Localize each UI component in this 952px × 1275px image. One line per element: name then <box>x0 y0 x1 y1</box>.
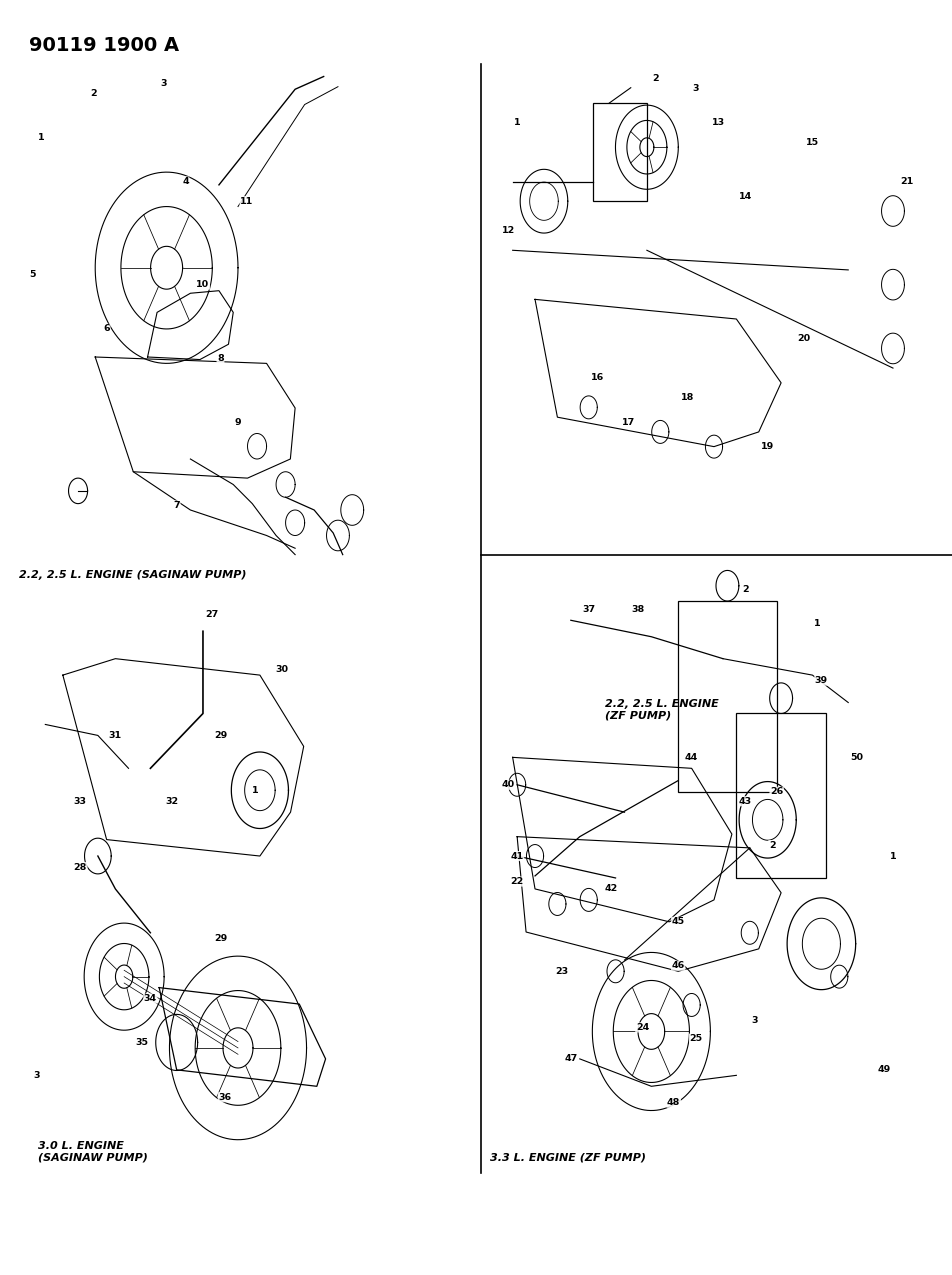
Text: 3.3 L. ENGINE (ZF PUMP): 3.3 L. ENGINE (ZF PUMP) <box>490 1153 646 1163</box>
Text: 20: 20 <box>797 334 810 343</box>
Text: 2: 2 <box>652 74 659 83</box>
Text: 35: 35 <box>135 1038 149 1047</box>
Text: 3: 3 <box>160 79 167 88</box>
Text: 2: 2 <box>742 585 748 594</box>
Text: 45: 45 <box>672 917 684 927</box>
Text: 12: 12 <box>502 226 515 235</box>
Text: 17: 17 <box>623 418 636 427</box>
Text: 3: 3 <box>33 1071 40 1080</box>
Text: 2: 2 <box>90 89 97 98</box>
Text: 23: 23 <box>555 966 568 975</box>
Text: 14: 14 <box>739 191 752 200</box>
Text: 10: 10 <box>196 280 209 289</box>
Text: 31: 31 <box>109 731 122 739</box>
Text: 19: 19 <box>761 442 774 451</box>
Text: 47: 47 <box>565 1054 578 1063</box>
Text: 29: 29 <box>214 731 228 739</box>
Text: 9: 9 <box>235 418 241 427</box>
Text: 34: 34 <box>144 994 157 1003</box>
Text: 1: 1 <box>514 119 521 128</box>
Text: 46: 46 <box>671 961 684 970</box>
Text: 4: 4 <box>182 177 188 186</box>
Text: 29: 29 <box>214 933 228 942</box>
Text: 44: 44 <box>685 752 698 762</box>
Text: 13: 13 <box>712 119 725 128</box>
Text: 43: 43 <box>739 797 752 806</box>
Text: 3: 3 <box>751 1016 758 1025</box>
Text: 33: 33 <box>74 797 87 806</box>
Text: 16: 16 <box>591 374 605 382</box>
Text: 7: 7 <box>173 501 180 510</box>
Text: 3: 3 <box>693 84 700 93</box>
Text: 26: 26 <box>770 787 783 797</box>
Text: 42: 42 <box>605 885 618 894</box>
Text: 2.2, 2.5 L. ENGINE (SAGINAW PUMP): 2.2, 2.5 L. ENGINE (SAGINAW PUMP) <box>19 570 247 580</box>
Text: 5: 5 <box>29 270 35 279</box>
Text: 49: 49 <box>878 1066 891 1075</box>
Text: 39: 39 <box>815 676 828 685</box>
Bar <box>593 103 647 201</box>
Text: 11: 11 <box>240 196 253 205</box>
Text: 50: 50 <box>851 752 863 762</box>
Text: 41: 41 <box>510 852 524 861</box>
Text: 37: 37 <box>583 604 595 613</box>
Text: 21: 21 <box>900 177 913 186</box>
Bar <box>737 714 825 878</box>
Text: 1: 1 <box>814 618 821 629</box>
Text: 36: 36 <box>218 1093 231 1102</box>
Text: 28: 28 <box>73 862 87 872</box>
Text: 3.0 L. ENGINE
(SAGINAW PUMP): 3.0 L. ENGINE (SAGINAW PUMP) <box>38 1141 148 1163</box>
Text: 2: 2 <box>769 840 776 849</box>
Text: 24: 24 <box>636 1023 649 1031</box>
Text: 1: 1 <box>890 852 896 861</box>
Text: 8: 8 <box>217 353 224 363</box>
Text: 22: 22 <box>510 877 524 886</box>
Bar <box>678 601 777 792</box>
Text: 40: 40 <box>502 780 515 789</box>
Text: 15: 15 <box>806 138 819 147</box>
Text: 48: 48 <box>667 1098 681 1107</box>
Text: 30: 30 <box>275 666 288 674</box>
Text: 32: 32 <box>166 797 179 806</box>
Text: 18: 18 <box>681 393 694 402</box>
Text: 27: 27 <box>205 611 218 620</box>
Text: 90119 1900 A: 90119 1900 A <box>29 36 179 55</box>
Text: 2.2, 2.5 L. ENGINE
(ZF PUMP): 2.2, 2.5 L. ENGINE (ZF PUMP) <box>605 699 718 720</box>
Text: 25: 25 <box>689 1034 703 1043</box>
Text: 1: 1 <box>38 133 44 142</box>
Text: 1: 1 <box>252 785 259 794</box>
Text: 6: 6 <box>104 324 109 333</box>
Text: 38: 38 <box>631 604 645 613</box>
